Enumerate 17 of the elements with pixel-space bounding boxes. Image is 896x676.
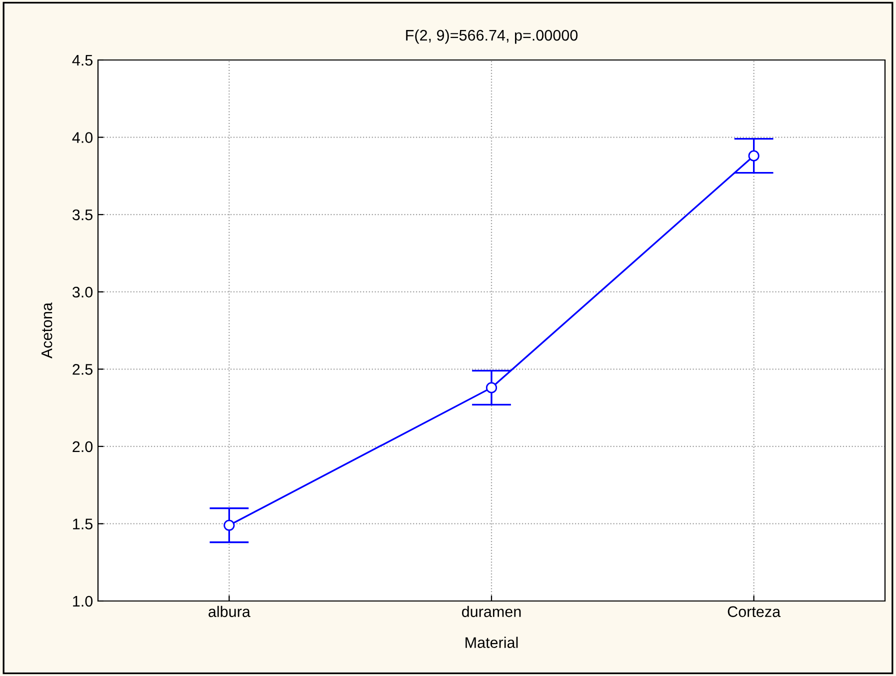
- y-tick-label: 3.0: [72, 286, 93, 298]
- x-tick-label: Corteza: [728, 606, 781, 618]
- y-tick-label: 2.5: [72, 364, 92, 375]
- point: [224, 520, 235, 531]
- point: [486, 382, 498, 394]
- y-tick-label: 1.0: [73, 596, 93, 607]
- x-tick-label: duramen: [462, 606, 521, 618]
- y-tick-label: 4.0: [72, 132, 93, 143]
- y-tick-label: 3.5: [72, 209, 92, 220]
- x-tick-label: albura: [208, 606, 250, 618]
- y-tick-label: 1.5: [73, 518, 92, 530]
- chart-title: F(2, 9)=566.74, p=.00000: [406, 29, 578, 44]
- y-tick-label: 2.0: [72, 441, 93, 452]
- point: [748, 150, 760, 162]
- x-axis-title: Material: [466, 636, 518, 648]
- y-axis-title: Acetona: [42, 302, 52, 358]
- y-tick-label: 4.5: [72, 55, 92, 66]
